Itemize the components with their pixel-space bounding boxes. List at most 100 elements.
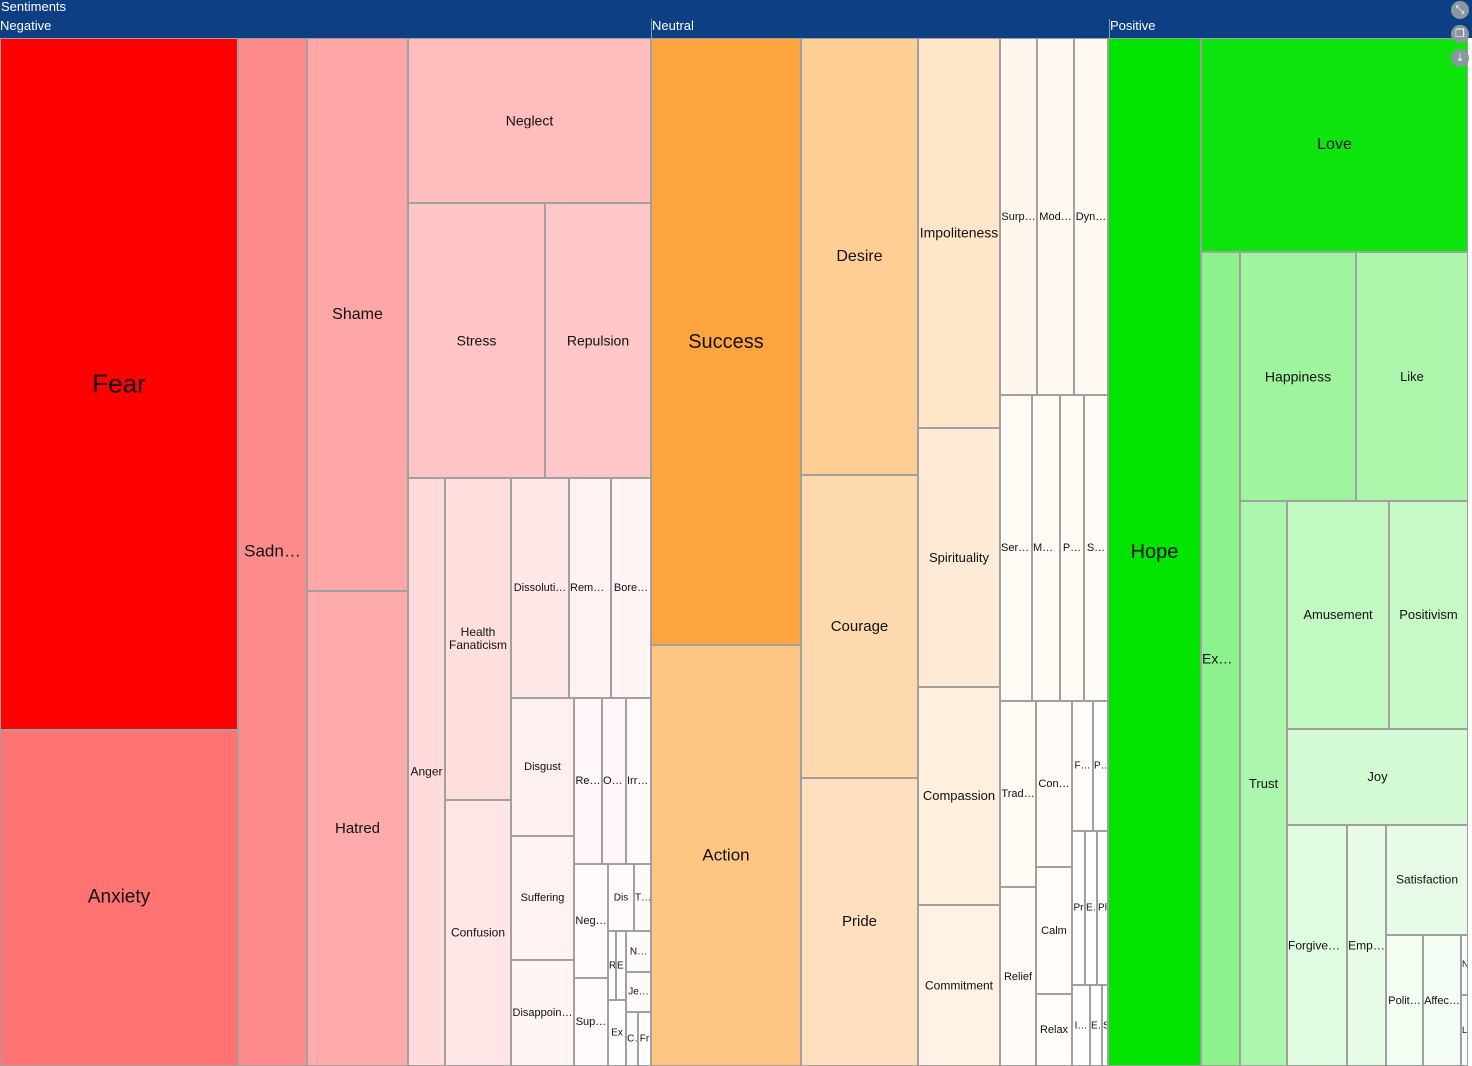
treemap-cell-positive-joy[interactable]: Joy	[1287, 729, 1468, 825]
treemap-cell-label: Impoliteness	[919, 225, 999, 241]
treemap-cell-negative-confusion[interactable]: Confusion	[445, 800, 511, 1066]
treemap-cell-neutral-ec[interactable]: Ec	[1085, 831, 1097, 985]
treemap-cell-neutral-impoliteness[interactable]: Impoliteness	[918, 38, 1000, 428]
treemap-cell-negative-t[interactable]: T…	[634, 864, 651, 931]
treemap-cell-negative-bore[interactable]: Bore…	[611, 478, 651, 698]
treemap-cell-label: Emp…	[1348, 938, 1385, 952]
treemap-cell-label: Disgust	[524, 760, 561, 773]
treemap-cell-neutral-dyn[interactable]: Dyn…	[1074, 38, 1108, 395]
treemap-cell-negative-r[interactable]: R	[608, 931, 616, 1000]
treemap-cell-label: Hope	[1130, 541, 1179, 563]
treemap-cell-label: Relax	[1039, 1023, 1069, 1036]
treemap-cell-label: Health Fanaticism	[448, 625, 507, 652]
treemap-cell-positive-l[interactable]: L	[1461, 995, 1468, 1066]
treemap-cell-neutral-seri[interactable]: Seri…	[1000, 395, 1032, 701]
treemap-cell-neutral-calm[interactable]: Calm	[1036, 867, 1072, 994]
treemap-cell-positive-like[interactable]: Like	[1356, 252, 1468, 501]
treemap-cell-neutral-s[interactable]: S…	[1084, 395, 1108, 701]
treemap-cell-negative-stress[interactable]: Stress	[408, 203, 545, 478]
treemap-cell-neutral-trad[interactable]: Trad…	[1000, 701, 1036, 887]
treemap-cell-label: Courage	[830, 618, 889, 635]
treemap-cell-neutral-relief[interactable]: Relief	[1000, 887, 1036, 1066]
treemap-cell-label: Commitment	[924, 978, 993, 992]
group-header-negative[interactable]: Negative	[0, 19, 651, 38]
treemap-cell-negative-suffering[interactable]: Suffering	[511, 836, 574, 960]
treemap-cell-negative-hatred[interactable]: Hatred	[307, 591, 408, 1066]
treemap-cell-positive-emp[interactable]: Emp…	[1347, 825, 1386, 1066]
treemap-cell-negative-shame[interactable]: Shame	[307, 38, 408, 591]
treemap-cell-negative-sadn[interactable]: Sadn…	[238, 38, 307, 1066]
treemap-cell-negative-ex[interactable]: Ex	[608, 1000, 626, 1066]
treemap-cell-neutral-mod[interactable]: Mod…	[1037, 38, 1074, 395]
treemap-cell-positive-happiness[interactable]: Happiness	[1240, 252, 1356, 501]
treemap-cell-neutral-relax[interactable]: Relax	[1036, 994, 1072, 1066]
treemap-cell-negative-n[interactable]: N…	[626, 931, 651, 972]
treemap-cell-positive-hope[interactable]: Hope	[1108, 38, 1201, 1066]
treemap-cell-positive-polit[interactable]: Polit…	[1386, 935, 1423, 1066]
treemap-cell-neutral-compassion[interactable]: Compassion	[918, 687, 1000, 905]
treemap-cell-negative-fr[interactable]: Fr	[638, 1012, 651, 1066]
treemap-cell-negative-neglect[interactable]: Neglect	[408, 38, 651, 203]
treemap-cell-neutral-con[interactable]: Con…	[1036, 701, 1072, 867]
treemap-cell-positive-n[interactable]: N	[1461, 935, 1468, 995]
treemap-chart: Fear Anxiety Sadn… Shame Hatred Neglect Stress…	[0, 38, 1468, 1066]
treemap-cell-neutral-pas[interactable]: Pas	[1093, 701, 1108, 831]
treemap-group-header-bar: Negative Neutral Positive	[0, 19, 1472, 38]
download-icon[interactable]: ⤓	[1451, 49, 1469, 67]
treemap-cell-negative-disappoin[interactable]: Disappoin…	[511, 960, 574, 1066]
treemap-cell-neutral-desire[interactable]: Desire	[801, 38, 918, 475]
treemap-cell-negative-anxiety[interactable]: Anxiety	[0, 730, 238, 1066]
treemap-cell-label: Love	[1317, 136, 1352, 154]
treemap-cell-neutral-p[interactable]: P…	[1060, 395, 1084, 701]
treemap-cell-neutral-pride[interactable]: Pride	[801, 778, 918, 1066]
treemap-cell-label: Trad…	[1001, 787, 1035, 800]
treemap-cell-negative-en[interactable]: En	[616, 931, 626, 1000]
treemap-cell-neutral-success[interactable]: Success	[651, 38, 801, 645]
treemap-cell-negative-of[interactable]: Of…	[602, 698, 626, 864]
treemap-cell-negative-cd[interactable]: Cd	[626, 1012, 638, 1066]
treemap-cell-negative-re[interactable]: Re…	[574, 698, 602, 864]
treemap-cell-positive-forgiven[interactable]: Forgiven…	[1287, 825, 1347, 1066]
treemap-cell-positive-affec[interactable]: Affec…	[1423, 935, 1461, 1066]
treemap-cell-neutral-commitment[interactable]: Commitment	[918, 905, 1000, 1066]
treemap-cell-negative-remo[interactable]: Remo…	[569, 478, 611, 698]
treemap-root-header[interactable]: Sentiments	[0, 0, 1472, 19]
treemap-cell-negative-fear[interactable]: Fear	[0, 38, 238, 730]
treemap-cell-negative-dissoluti[interactable]: Dissoluti…	[511, 478, 569, 698]
treemap-cell-label: Ext	[1091, 1020, 1101, 1031]
treemap-cell-negative-anger[interactable]: Anger	[408, 478, 445, 1066]
group-header-neutral[interactable]: Neutral	[651, 19, 1109, 38]
treemap-cell-neutral-courage[interactable]: Courage	[801, 475, 918, 778]
treemap-cell-label: Polit…	[1388, 994, 1421, 1007]
treemap-cell-negative-disgust[interactable]: Disgust	[511, 698, 574, 836]
treemap-cell-negative-health-fanaticism[interactable]: Health Fanaticism	[445, 478, 511, 800]
treemap-cell-neutral-ext[interactable]: Ext	[1090, 985, 1102, 1066]
treemap-cell-neutral-f[interactable]: F…	[1072, 701, 1093, 831]
treemap-cell-positive-amusement[interactable]: Amusement	[1287, 501, 1389, 729]
treemap-cell-positive-exc[interactable]: Exc…	[1201, 252, 1240, 1066]
collapse-icon[interactable]: ⤡	[1451, 1, 1469, 19]
treemap-cell-negative-sup[interactable]: Sup…	[574, 978, 608, 1066]
treemap-cell-positive-positivism[interactable]: Positivism	[1389, 501, 1468, 729]
treemap-cell-negative-je[interactable]: Je…	[626, 972, 651, 1012]
treemap-cell-positive-love[interactable]: Love	[1201, 38, 1468, 252]
treemap-cell-neutral-action[interactable]: Action	[651, 645, 801, 1066]
treemap-cell-label: Irri…	[627, 774, 650, 787]
treemap-cell-label: Seri…	[1001, 541, 1031, 554]
treemap-cell-negative-neg[interactable]: Neg…	[574, 864, 608, 978]
treemap-cell-label: Shame	[332, 305, 383, 323]
copy-icon[interactable]: ❐	[1451, 25, 1469, 43]
treemap-cell-label: Fr	[639, 1033, 650, 1045]
treemap-cell-neutral-me[interactable]: Me…	[1032, 395, 1060, 701]
group-header-positive[interactable]: Positive	[1109, 19, 1472, 38]
treemap-cell-neutral-pl[interactable]: Pl	[1097, 831, 1108, 985]
treemap-cell-negative-dis[interactable]: Dis	[608, 864, 634, 931]
treemap-cell-positive-satisfaction[interactable]: Satisfaction	[1386, 825, 1468, 935]
treemap-cell-negative-irri[interactable]: Irri…	[626, 698, 651, 864]
treemap-cell-neutral-pr[interactable]: Pr	[1072, 831, 1085, 985]
treemap-cell-neutral-i[interactable]: I…	[1072, 985, 1090, 1066]
treemap-cell-negative-repulsion[interactable]: Repulsion	[545, 203, 651, 478]
treemap-cell-positive-trust[interactable]: Trust	[1240, 501, 1287, 1066]
treemap-cell-neutral-spirituality[interactable]: Spirituality	[918, 428, 1000, 687]
treemap-cell-neutral-surp[interactable]: Surp…	[1000, 38, 1037, 395]
